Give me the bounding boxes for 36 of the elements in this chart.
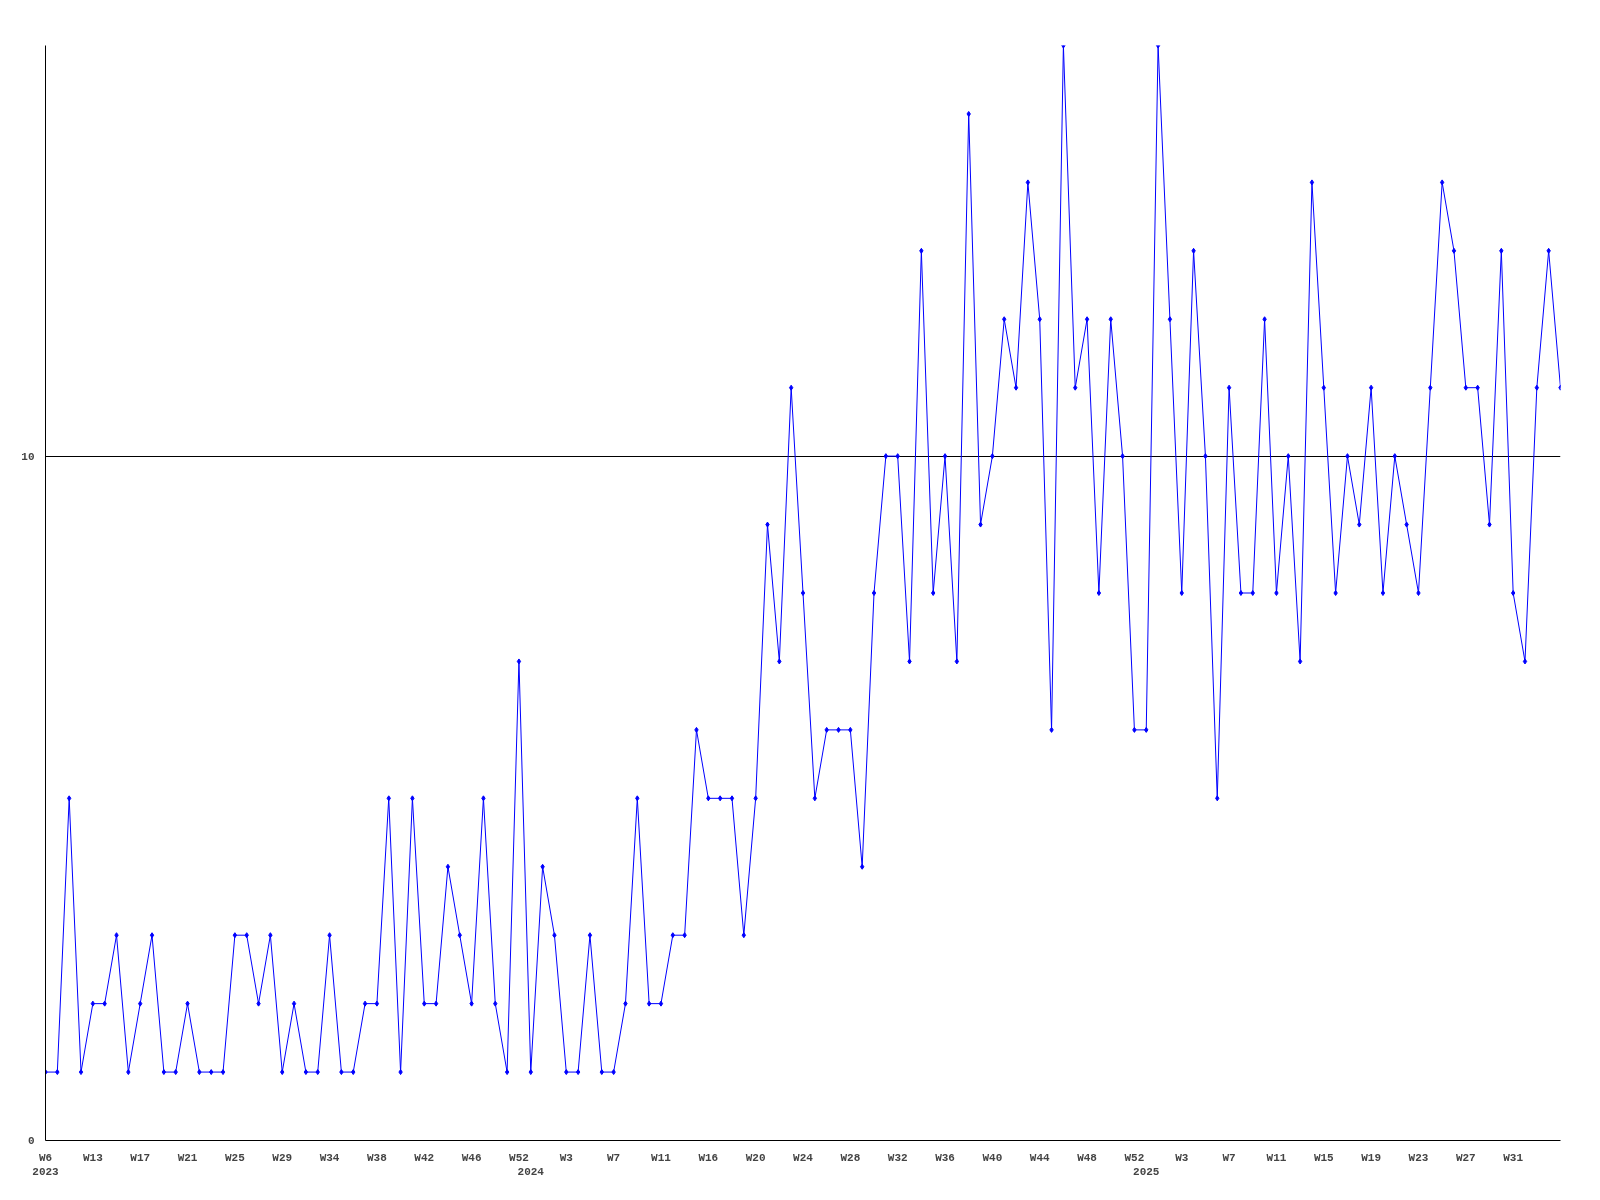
x-tick-label: W20 xyxy=(745,1151,766,1164)
x-tick-label: W21 xyxy=(177,1151,198,1164)
x-tick-label: W42 xyxy=(414,1151,435,1164)
x-tick-label: W23 xyxy=(1408,1151,1429,1164)
x-tick-label: W32 xyxy=(887,1151,908,1164)
x-tick-label: W44 xyxy=(1029,1151,1051,1164)
x-tick-label: W11 xyxy=(1266,1151,1287,1164)
y-tick-label: 0 xyxy=(27,1135,35,1147)
x-tick-label: W3 xyxy=(1175,1151,1189,1164)
x-tick-label: W11 xyxy=(651,1151,672,1164)
y-tick-label: 10 xyxy=(21,450,35,463)
x-tick-label: W31 xyxy=(1503,1151,1524,1164)
x-tick-label: W52 xyxy=(509,1151,529,1164)
x-tick-label: W36 xyxy=(935,1151,955,1164)
x-tick-label: W29 xyxy=(272,1151,293,1164)
x-tick-label: W48 xyxy=(1077,1151,1098,1164)
x-tick-label: 2024 xyxy=(517,1165,545,1178)
x-tick-label: W16 xyxy=(698,1151,719,1164)
x-tick-label: W28 xyxy=(840,1151,861,1164)
x-tick-label: W3 xyxy=(559,1151,574,1164)
x-tick-label: W15 xyxy=(1313,1151,1335,1164)
x-tick-label: W38 xyxy=(367,1151,388,1164)
x-tick-label: W17 xyxy=(130,1151,151,1164)
x-tick-label: W46 xyxy=(461,1151,482,1164)
x-tick-label: W25 xyxy=(224,1151,246,1164)
x-tick-label: W19 xyxy=(1361,1151,1382,1164)
x-tick-label: W6 2023 xyxy=(32,1151,60,1178)
x-tick-label: W40 xyxy=(982,1151,1003,1164)
x-tick-label: W34 xyxy=(319,1151,340,1164)
x-tick-label: W7 xyxy=(607,1151,621,1164)
x-tick-label: W52 xyxy=(1124,1151,1145,1164)
x-tick-label: 2025 xyxy=(1133,1165,1160,1178)
x-tick-label: W7 xyxy=(1222,1151,1236,1164)
x-tick-label: W24 xyxy=(793,1151,814,1164)
x-tick-label: W27 xyxy=(1455,1151,1476,1164)
x-tick-label: W13 xyxy=(82,1151,104,1164)
